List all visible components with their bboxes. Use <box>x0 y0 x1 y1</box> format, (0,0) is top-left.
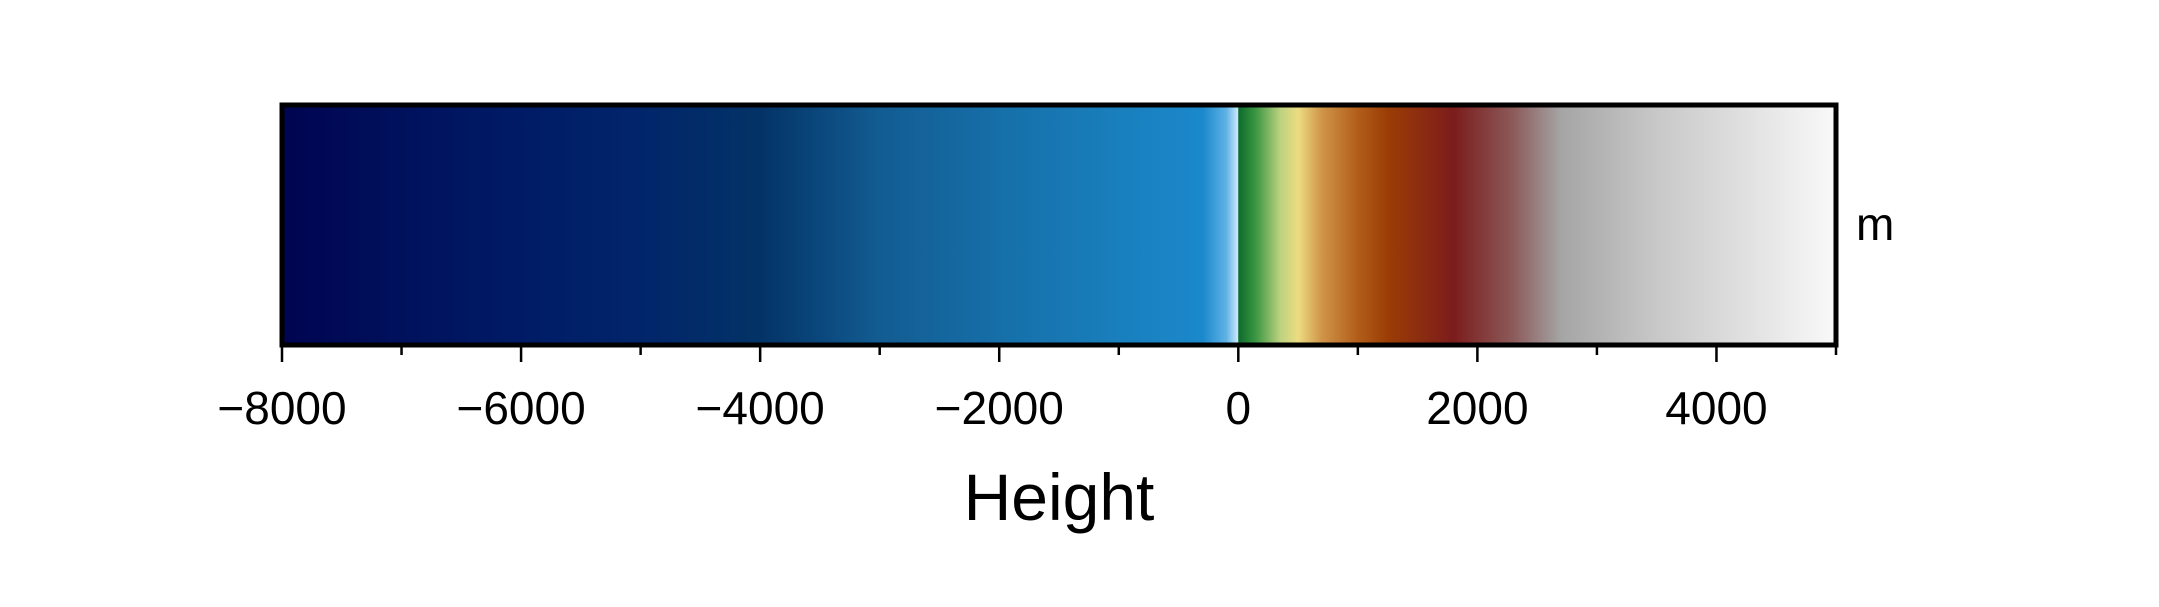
colorbar-fill <box>282 105 1836 345</box>
tick-label-4: 0 <box>1226 382 1252 434</box>
colorbar-tick-labels: −8000 −6000 −4000 −2000 0 2000 4000 <box>217 382 1767 434</box>
tick-label-6: 4000 <box>1665 382 1767 434</box>
tick-label-1: −6000 <box>456 382 585 434</box>
tick-label-0: −8000 <box>217 382 346 434</box>
colorbar-ticks <box>280 345 1838 362</box>
tick-label-2: −4000 <box>696 382 825 434</box>
tick-label-5: 2000 <box>1426 382 1528 434</box>
colorbar-axis-label: Height <box>964 460 1155 534</box>
tick-label-3: −2000 <box>935 382 1064 434</box>
colorbar-unit-label: m <box>1856 198 1894 250</box>
colorbar-frame <box>279 102 1839 348</box>
